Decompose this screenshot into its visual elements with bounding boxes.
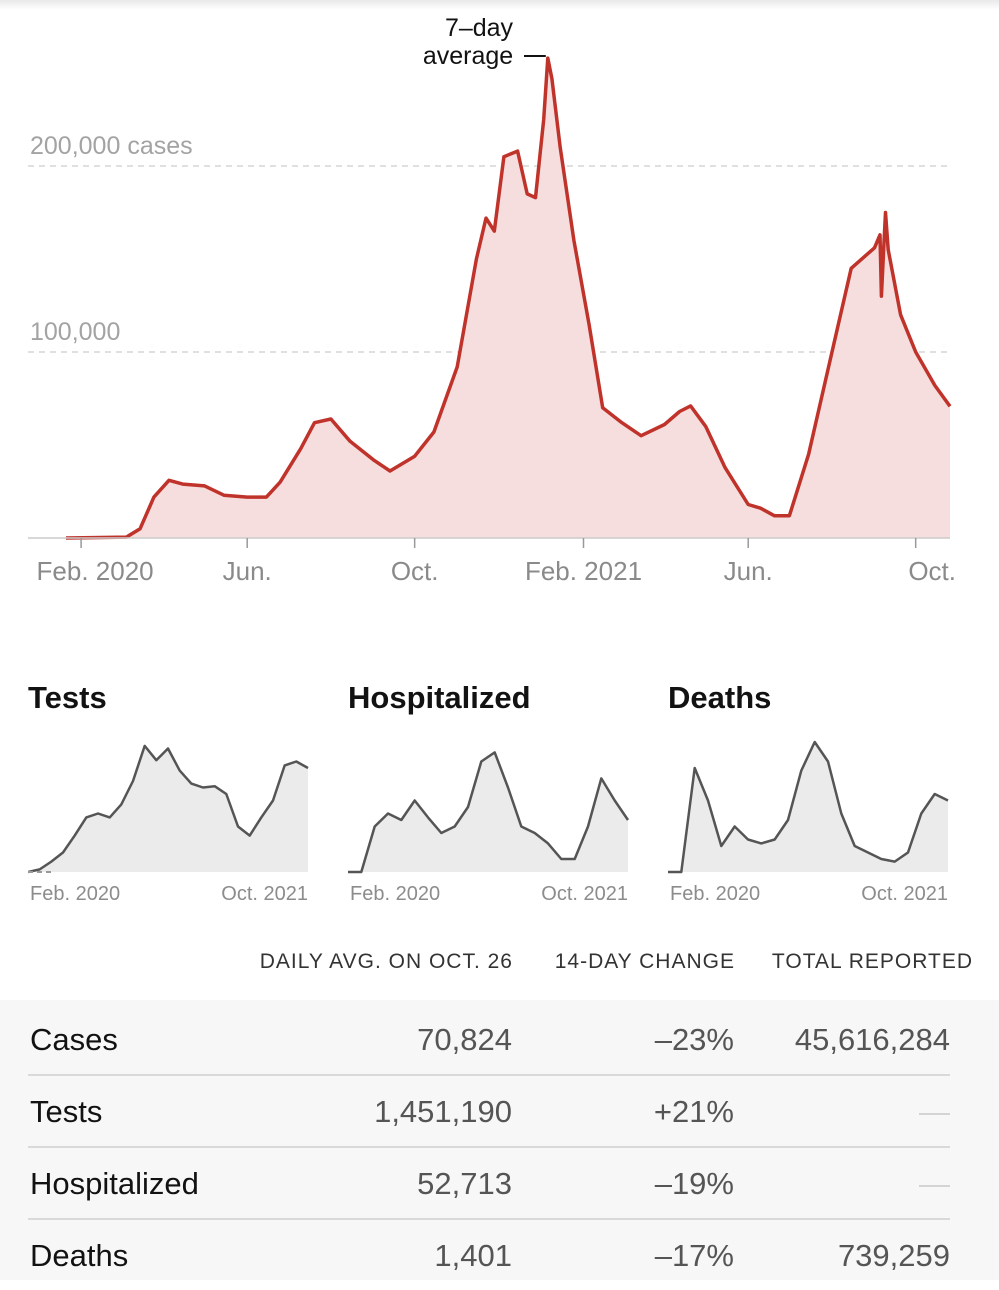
sparkline-line [28,744,309,874]
sparkline-area [28,745,308,872]
x-tick-label: Feb. 2020 [37,556,154,586]
annotation-line-2: average [423,42,513,70]
row-change: –23% [654,1022,734,1057]
y-tick-label: 100,000 [30,318,120,346]
sparkline-start-label: Feb. 2020 [350,883,440,902]
row-daily-avg: 52,713 [417,1166,512,1201]
sparkline-area [668,742,948,872]
row-change: –17% [654,1238,734,1273]
hospitalized-sparkline: Feb. 2020 Oct. 2021 [348,751,630,902]
row-name: Tests [30,1094,103,1129]
x-tick-label: Oct. [391,556,439,586]
row-total: 739,259 [837,1238,950,1273]
row-daily-avg: 1,401 [434,1238,512,1273]
sparkline-start-label: Feb. 2020 [30,883,120,902]
sparkline-end-label: Oct. 2021 [221,883,308,902]
row-change: –19% [654,1166,734,1201]
header-total-reported: TOTAL REPORTED [771,950,973,973]
deaths-title: Deaths [668,680,772,715]
sparkline-end-label: Oct. 2021 [861,883,948,902]
row-name: Deaths [30,1238,129,1273]
sparkline-area [348,752,628,872]
row-name: Cases [30,1022,118,1057]
row-total: — [919,1094,950,1129]
tests-sparkline: Feb. 2020 Oct. 2021 [28,744,309,902]
table-row-hospitalized: Hospitalized 52,713 –19% — [28,1146,950,1220]
stats-table: Cases 70,824 –23% 45,616,284 Tests 1,451… [0,1000,999,1280]
y-tick-label: 200,000 cases [30,132,193,160]
table-row-tests: Tests 1,451,190 +21% — [28,1074,950,1148]
x-tick-label: Oct. [908,556,956,586]
header-14day-change: 14-DAY CHANGE [554,950,735,973]
x-tick-label: Jun. [223,556,272,586]
annotation-line-1: 7–day [445,14,514,42]
row-total: 45,616,284 [794,1022,950,1057]
sparkline-line [668,740,949,874]
x-tick-label: Jun. [724,556,773,586]
top-shadow [0,0,999,10]
cases-area [66,58,950,538]
table-row-deaths: Deaths 1,401 –17% 739,259 [28,1218,950,1290]
tests-title: Tests [28,680,107,715]
cases-line [65,56,952,540]
sparkline-start-label: Feb. 2020 [670,883,760,902]
table-row-cases: Cases 70,824 –23% 45,616,284 [28,1002,950,1076]
row-daily-avg: 70,824 [417,1022,512,1057]
x-tick-label: Feb. 2021 [525,556,642,586]
deaths-sparkline: Feb. 2020 Oct. 2021 [668,740,949,902]
row-daily-avg: 1,451,190 [374,1094,512,1129]
deaths-mini-chart: Deaths Feb. 2020 Oct. 2021 [668,680,968,910]
row-name: Hospitalized [30,1166,199,1201]
row-change: +21% [653,1094,734,1129]
sparkline-end-label: Oct. 2021 [541,883,628,902]
cases-chart: 100,000 200,000 cases Feb. 2020 Jun. Oct. Feb… [28,14,956,586]
tests-mini-chart: Tests Feb. 2020 Oct. 2021 [28,680,328,910]
hospitalized-mini-chart: Hospitalized Feb. 2020 Oct. 2021 [348,680,648,910]
sparkline-line [348,751,630,874]
hospitalized-title: Hospitalized [348,680,531,715]
row-total: — [919,1166,950,1201]
header-daily-avg: DAILY AVG. ON OCT. 26 [259,950,513,973]
